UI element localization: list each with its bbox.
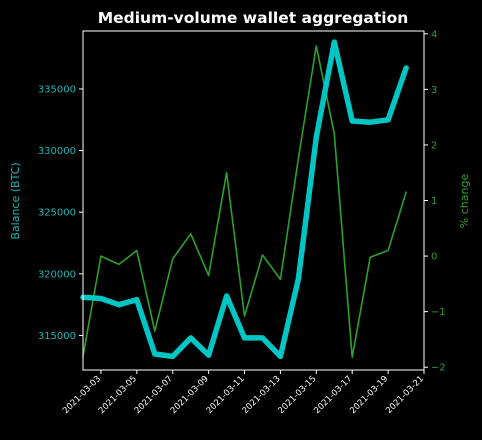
y-axis-label-left: Balance (BTC) (9, 162, 22, 239)
y-tick-label-left: 315000 (38, 331, 76, 342)
y-tick-label-left: 330000 (38, 146, 76, 157)
y-tick-label-right: 3 (431, 85, 437, 96)
y-tick-label-right: 4 (431, 29, 437, 40)
y-tick-label-right: 2 (431, 140, 437, 151)
y-tick-label-right: −1 (431, 307, 446, 318)
y-tick-label-right: 1 (431, 196, 437, 207)
y-tick-label-right: −2 (431, 363, 446, 374)
y-tick-label-right: 0 (431, 252, 437, 263)
y-tick-label-left: 325000 (38, 208, 76, 219)
pct-change-line (82, 45, 407, 359)
y-tick-label-left: 320000 (38, 269, 76, 280)
balance-line (80, 39, 409, 360)
y-axis-label-right: % change (458, 174, 471, 229)
chart-title: Medium-volume wallet aggregation (98, 9, 409, 27)
y-tick-label-left: 335000 (38, 84, 76, 95)
